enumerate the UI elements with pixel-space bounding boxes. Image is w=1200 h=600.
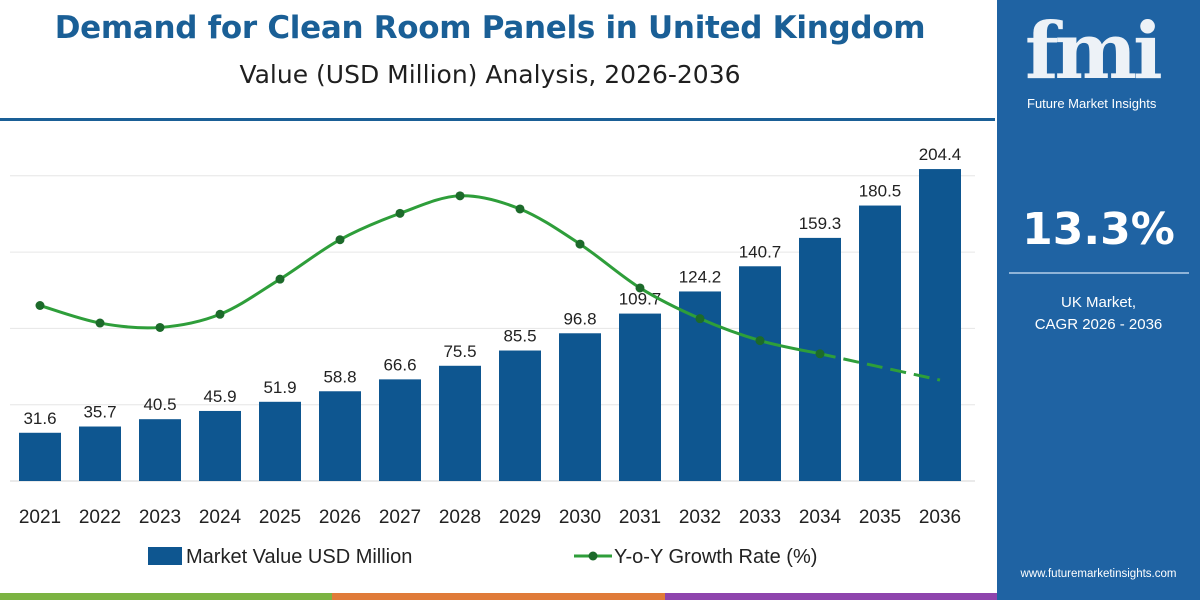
bar-value-label-2032: 124.2 [679, 267, 722, 286]
growth-point-2021 [35, 301, 45, 310]
logo-tagline: Future Market Insights [1027, 96, 1157, 111]
legend-line-label: Y-o-Y Growth Rate (%) [614, 546, 817, 568]
logo-letters: fmi [1025, 6, 1163, 97]
bar-2024 [199, 410, 241, 481]
x-tick-label-2025: 2025 [259, 507, 301, 528]
bar-value-label-2021: 31.6 [23, 409, 56, 428]
bar-line-chart: 31.6 35.7 40.5 45.9 51.9 58.8 66.6 75.5 85.5 96.8… [10, 145, 975, 568]
bar-value-label-2024: 45.9 [203, 387, 236, 406]
title-divider [0, 118, 995, 121]
x-tick-label-2027: 2027 [379, 507, 421, 528]
growth-line-dashed [819, 352, 941, 382]
bar-2034 [799, 237, 841, 481]
x-tick-label-2029: 2029 [499, 507, 541, 528]
bar-2029 [499, 350, 541, 481]
bar-value-label-2036: 204.4 [919, 145, 962, 164]
bar-2021 [19, 432, 61, 481]
cagr-label-line1: UK Market, [1060, 294, 1136, 311]
bottom-bar-green [0, 593, 333, 600]
bar-value-label-2026: 58.8 [323, 367, 356, 386]
x-tick-label-2021: 2021 [19, 507, 61, 528]
chart-title: Demand for Clean Room Panels in United K… [54, 10, 926, 46]
bar-2036 [919, 169, 961, 482]
bar-2031 [619, 313, 661, 481]
growth-point-2022 [95, 318, 105, 328]
bar-value-label-2034: 159.3 [799, 214, 842, 233]
bar-value-label-2023: 40.5 [143, 395, 176, 414]
bottom-color-bar [0, 593, 997, 600]
x-tick-label-2030: 2030 [559, 507, 601, 528]
cagr-label: UK Market, CAGR 2026 - 2036 [997, 292, 1200, 336]
growth-point-2028 [455, 191, 465, 201]
bar-value-label-2033: 140.7 [739, 242, 782, 261]
growth-point-2025 [275, 274, 285, 284]
growth-line-solid [39, 194, 821, 356]
chart-subtitle: Value (USD Million) Analysis, 2026-2036 [239, 60, 741, 89]
x-tick-label-2028: 2028 [439, 507, 481, 528]
bar-2028 [439, 365, 481, 481]
x-tick-label-2022: 2022 [79, 507, 121, 528]
cagr-value: 13.3% [1022, 204, 1175, 255]
bar-value-label-2029: 85.5 [503, 327, 536, 346]
bar-2033 [739, 266, 781, 481]
side-panel: fmi Future Market Insights 13.3% UK Mark… [997, 0, 1200, 600]
bar-value-label-2030: 96.8 [563, 309, 596, 328]
x-tick-label-2035: 2035 [859, 507, 901, 528]
x-tick-label-2026: 2026 [319, 507, 361, 528]
growth-point-2031 [635, 283, 645, 293]
x-tick-label-2031: 2031 [619, 507, 661, 528]
growth-point-2030 [575, 239, 585, 249]
bar-2026 [319, 391, 361, 481]
cagr-label-line2: CAGR 2026 - 2036 [1034, 316, 1163, 333]
bar-2025 [259, 401, 301, 481]
bar-2023 [139, 419, 181, 481]
x-tick-label-2033: 2033 [739, 507, 781, 528]
growth-point-2034 [815, 349, 825, 359]
x-tick-label-2023: 2023 [139, 507, 181, 528]
bar-value-label-2028: 75.5 [443, 342, 476, 361]
bar-2035 [859, 205, 901, 481]
bar-value-label-2022: 35.7 [83, 403, 116, 422]
bar-2030 [559, 333, 601, 481]
x-tick-label-2032: 2032 [679, 507, 721, 528]
bottom-bar-purple [664, 593, 997, 600]
bar-value-label-2027: 66.6 [383, 355, 416, 374]
x-tick-label-2024: 2024 [199, 507, 242, 528]
bar-value-label-2025: 51.9 [263, 378, 296, 397]
legend-bar-label: Market Value USD Million [186, 546, 412, 568]
bottom-bar-orange [332, 593, 665, 600]
growth-point-2029 [515, 204, 525, 214]
growth-point-2024 [215, 309, 225, 319]
legend-line-marker [588, 551, 598, 561]
growth-point-2033 [755, 336, 765, 346]
growth-point-2027 [395, 208, 405, 218]
website-link[interactable]: www.futuremarketinsights.com [1020, 568, 1177, 580]
fmi-logo: fmi Future Market Insights [1025, 6, 1190, 119]
cagr-divider [1009, 272, 1189, 274]
growth-point-2026 [335, 235, 345, 245]
growth-point-2023 [155, 322, 165, 332]
growth-point-2032 [695, 314, 705, 324]
x-tick-label-2036: 2036 [919, 507, 961, 528]
bar-2027 [379, 379, 421, 481]
chart-area: Demand for Clean Room Panels in United K… [0, 10, 997, 600]
x-tick-label-2034: 2034 [799, 507, 842, 528]
bar-value-label-2035: 180.5 [859, 182, 902, 201]
bar-2022 [79, 426, 121, 481]
legend-bar-swatch [148, 547, 182, 565]
